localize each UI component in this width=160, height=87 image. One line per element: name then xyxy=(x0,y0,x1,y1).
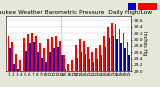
Bar xyxy=(25,51,27,71)
Bar xyxy=(27,34,29,71)
Bar xyxy=(17,69,19,71)
Bar xyxy=(41,58,43,71)
Bar xyxy=(91,52,93,71)
Bar xyxy=(51,37,53,71)
Bar xyxy=(35,36,37,71)
Title: Milwaukee Weather Barometric Pressure  Daily High/Low: Milwaukee Weather Barometric Pressure Da… xyxy=(0,10,152,15)
Bar xyxy=(45,62,47,71)
Bar xyxy=(81,52,82,71)
Bar xyxy=(83,41,85,71)
Bar xyxy=(43,48,45,71)
Bar xyxy=(105,48,106,71)
Bar xyxy=(103,36,105,71)
Bar xyxy=(79,39,81,71)
Bar xyxy=(69,71,70,72)
Bar xyxy=(12,42,13,71)
Bar xyxy=(123,33,124,71)
Bar xyxy=(33,42,35,71)
Bar xyxy=(57,48,59,71)
Bar xyxy=(61,55,63,71)
Bar xyxy=(71,60,73,71)
Y-axis label: Inches Hg: Inches Hg xyxy=(142,31,147,56)
Bar xyxy=(8,36,9,71)
Bar xyxy=(19,60,21,71)
Bar xyxy=(59,41,61,71)
Bar xyxy=(101,55,102,71)
Bar xyxy=(77,58,78,71)
Bar xyxy=(67,64,69,71)
Bar xyxy=(9,48,11,71)
Bar xyxy=(89,59,90,71)
Bar xyxy=(49,52,51,71)
Bar xyxy=(107,27,108,71)
Bar xyxy=(99,45,101,71)
Bar xyxy=(128,55,130,71)
Bar xyxy=(85,54,86,71)
Bar xyxy=(97,59,98,71)
Bar xyxy=(31,33,33,71)
Bar xyxy=(127,42,128,71)
Bar xyxy=(120,43,122,71)
Bar xyxy=(111,23,112,71)
Bar xyxy=(39,43,41,71)
Bar xyxy=(16,54,17,71)
Bar xyxy=(93,62,94,71)
Bar xyxy=(65,69,67,71)
Bar xyxy=(13,64,15,71)
Bar xyxy=(47,39,49,71)
Bar xyxy=(87,47,89,71)
Bar xyxy=(63,55,65,71)
Bar xyxy=(23,38,25,71)
Bar xyxy=(116,39,118,71)
Bar xyxy=(108,38,110,71)
Bar xyxy=(37,52,39,71)
Bar xyxy=(119,29,120,71)
Bar xyxy=(115,24,116,71)
Bar xyxy=(53,48,55,71)
Bar xyxy=(112,36,114,71)
Bar xyxy=(29,43,31,71)
Bar xyxy=(95,48,97,71)
Bar xyxy=(55,36,57,71)
Bar xyxy=(124,48,126,71)
Bar xyxy=(75,45,77,71)
